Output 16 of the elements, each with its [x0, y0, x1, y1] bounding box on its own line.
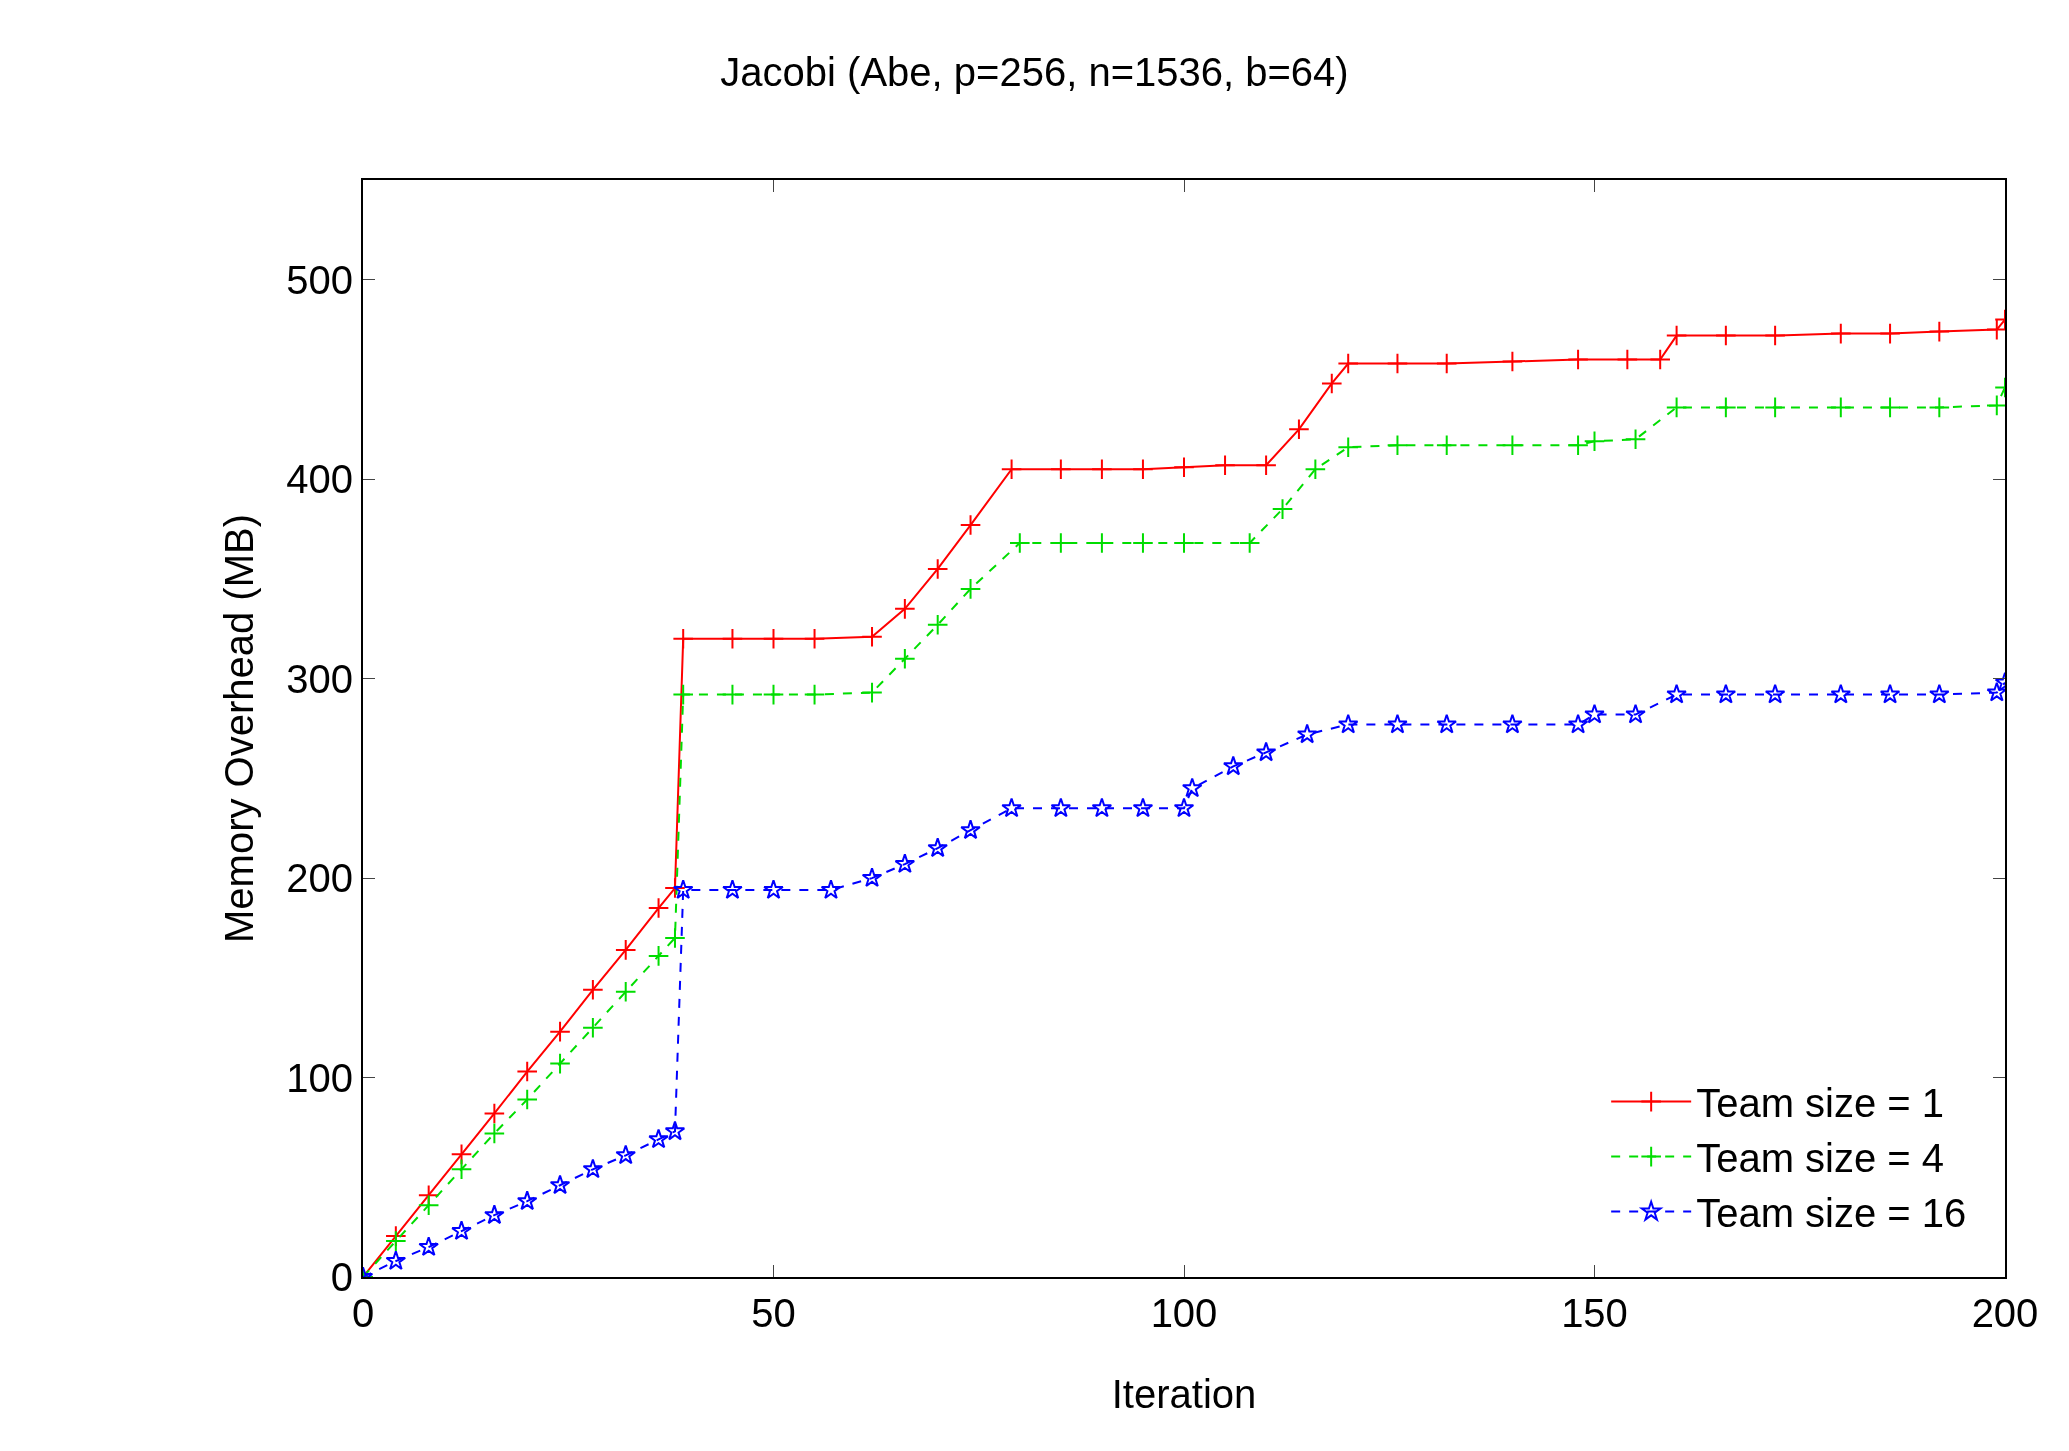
x-tick-label: 150: [1561, 1291, 1628, 1335]
legend-label: Team size = 4: [1696, 1136, 1945, 1181]
x-axis-title: Iteration: [1111, 1372, 1257, 1416]
y-tick-label: 300: [286, 656, 353, 701]
chart-title: Jacobi (Abe, p=256, n=1536, b=64): [720, 50, 1349, 95]
y-tick-label: 200: [286, 856, 353, 901]
y-axis-title: Memory Overhead (MB): [217, 514, 262, 943]
x-tick-label: 200: [1971, 1291, 2039, 1335]
y-tick-label: 400: [286, 457, 353, 502]
y-tick-label: 100: [286, 1055, 353, 1100]
x-tick-label: 100: [1150, 1291, 1218, 1335]
y-tick-label: 500: [286, 257, 353, 302]
legend-label: Team size = 16: [1696, 1191, 1967, 1236]
x-tick-label: 50: [751, 1291, 796, 1335]
legend-label: Team size = 1: [1696, 1081, 1945, 1126]
y-tick-label: 0: [330, 1255, 353, 1299]
